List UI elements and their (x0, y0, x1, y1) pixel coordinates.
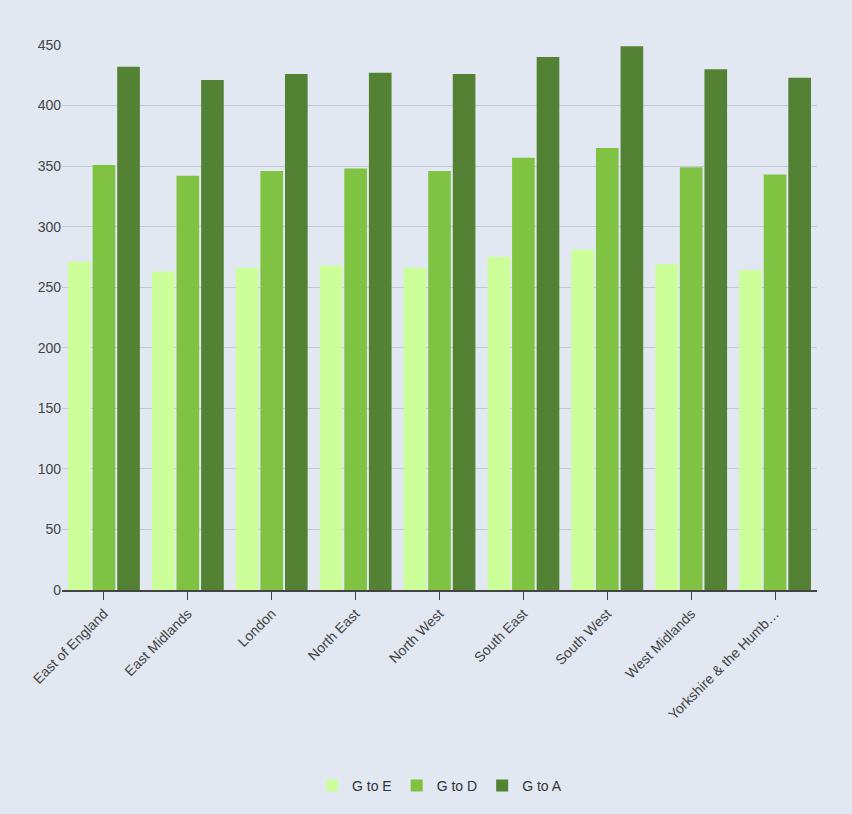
svg-text:G to A: G to A (522, 778, 562, 794)
svg-text:200: 200 (38, 340, 62, 356)
svg-text:50: 50 (45, 521, 61, 537)
svg-text:East Midlands: East Midlands (121, 606, 194, 679)
svg-text:London: London (234, 606, 278, 650)
svg-text:G to D: G to D (437, 778, 477, 794)
svg-text:North East: North East (305, 605, 363, 663)
svg-text:South East: South East (471, 605, 531, 665)
svg-text:100: 100 (38, 461, 62, 477)
svg-text:300: 300 (38, 219, 62, 235)
svg-text:250: 250 (38, 279, 62, 295)
svg-text:North West: North West (386, 605, 447, 666)
svg-text:West Midlands: West Midlands (622, 606, 698, 682)
svg-text:G to E: G to E (352, 778, 392, 794)
svg-text:South West: South West (552, 605, 614, 667)
svg-text:400: 400 (38, 97, 62, 113)
svg-text:150: 150 (38, 400, 62, 416)
svg-text:East of England: East of England (30, 606, 111, 687)
svg-text:350: 350 (38, 158, 62, 174)
svg-text:450: 450 (38, 37, 62, 53)
svg-text:Yorkshire & the Humb…: Yorkshire & the Humb… (665, 606, 782, 723)
svg-text:0: 0 (53, 582, 61, 598)
